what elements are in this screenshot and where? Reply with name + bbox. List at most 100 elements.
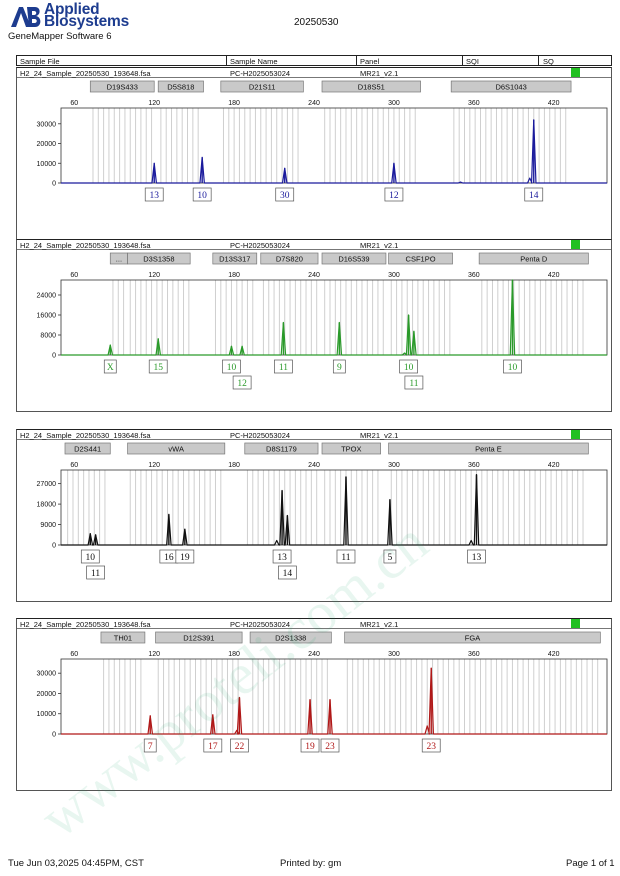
allele-label-box: [192, 187, 212, 202]
locus-bar: [260, 252, 319, 265]
allele-label-box: [203, 738, 223, 753]
electropherogram-panel-blue: H2_24_Sample_20250530_193648.fsa PC-H202…: [16, 67, 612, 240]
locus-bar: [64, 442, 111, 455]
allele-label: 12: [389, 191, 399, 201]
allele-label-box: [524, 187, 544, 202]
x-tick-label: 420: [548, 100, 560, 107]
footer-page-number: Page 1 of 1: [566, 858, 615, 869]
locus-label: D12S391: [183, 634, 214, 643]
allele-label: 17: [208, 742, 218, 752]
locus-label: FGA: [465, 634, 480, 643]
panel-sample-name: PC-H2025053024: [230, 431, 291, 440]
footer-printed-by: Printed by: gm: [280, 858, 342, 869]
allele-label: 13: [472, 553, 482, 563]
locus-label: TH01: [114, 634, 132, 643]
y-tick-label: 10000: [37, 711, 57, 718]
y-tick-label: 18000: [37, 502, 57, 509]
allele-label-box: [80, 549, 100, 564]
locus-label: D2S441: [74, 445, 101, 454]
allele-label: 12: [237, 379, 247, 389]
plot-frame: [60, 658, 608, 735]
locus-bar: [344, 631, 601, 644]
allele-label: X: [107, 363, 114, 373]
signal-trace: [61, 279, 607, 356]
x-tick-label: 420: [548, 651, 560, 658]
allele-label: 19: [180, 553, 190, 563]
allele-label-box: [222, 359, 241, 374]
locus-bar: [220, 80, 304, 93]
locus-label: Penta D: [520, 255, 548, 264]
allele-label-box: [175, 549, 195, 564]
panel-info-row: H2_24_Sample_20250530_193648.fsa PC-H202…: [17, 619, 611, 629]
footer-timestamp: Tue Jun 03,2025 04:45PM, CST: [8, 858, 144, 869]
locus-label: vWA: [168, 445, 184, 454]
x-tick-label: 180: [228, 100, 240, 107]
x-tick-label: 240: [308, 462, 320, 469]
panel-sample-name: PC-H2025053024: [230, 69, 291, 78]
allele-label-box: [144, 187, 164, 202]
plot-frame: [60, 469, 608, 546]
allele-label: 16: [164, 553, 174, 563]
allele-label: 11: [91, 569, 100, 579]
y-tick-label: 0: [52, 732, 56, 739]
locus-label: D21S11: [249, 83, 276, 92]
applied-biosystems-logo-icon: [11, 7, 41, 27]
y-tick-label: 8000: [40, 333, 56, 340]
panel-sample-name: PC-H2025053024: [230, 241, 291, 250]
sq-status-indicator: [571, 68, 580, 77]
allele-label-box: [332, 359, 346, 374]
allele-label: 10: [404, 363, 414, 373]
allele-label: 30: [280, 191, 290, 201]
panel-sample-file: H2_24_Sample_20250530_193648.fsa: [20, 69, 151, 78]
column-panel: Panel: [360, 57, 380, 66]
allele-label: 11: [409, 379, 418, 389]
y-tick-label: 10000: [37, 161, 57, 168]
allele-label-box: [86, 565, 105, 580]
x-tick-label: 360: [468, 100, 480, 107]
column-divider: [538, 56, 539, 65]
column-sample-name: Sample Name: [230, 57, 278, 66]
allele-label: 19: [305, 742, 315, 752]
electropherogram-chart: ... D3S1358 D13S317 D7S820 D16S539 CSF1PO Pent…: [37, 252, 608, 390]
panel-info-row: H2_24_Sample_20250530_193648.fsa PC-H202…: [17, 68, 611, 78]
x-tick-label: 120: [148, 651, 160, 658]
allele-label: 10: [508, 363, 518, 373]
locus-label: D6S1043: [495, 83, 526, 92]
signal-trace: [61, 119, 607, 184]
locus-label: D5S818: [167, 83, 194, 92]
x-tick-label: 180: [228, 272, 240, 279]
allele-label: 7: [148, 742, 153, 752]
y-tick-label: 24000: [37, 293, 57, 300]
plot-frame: [60, 107, 608, 184]
locus-bar: [244, 442, 319, 455]
allele-label: 13: [149, 191, 159, 201]
allele-label-box: [383, 549, 397, 564]
locus-label: D2S1338: [275, 634, 306, 643]
x-tick-label: 120: [148, 272, 160, 279]
allele-label-box: [399, 359, 418, 374]
x-tick-label: 360: [468, 462, 480, 469]
y-tick-label: 9000: [40, 522, 56, 529]
allele-label-box: [275, 187, 295, 202]
allele-label-box: [421, 738, 441, 753]
x-tick-label: 300: [388, 651, 400, 658]
column-divider: [356, 56, 357, 65]
locus-bar: [157, 80, 204, 93]
allele-label: 11: [279, 363, 288, 373]
x-tick-label: 60: [70, 462, 78, 469]
locus-label: CSF1PO: [406, 255, 436, 264]
x-tick-label: 60: [70, 651, 78, 658]
x-tick-label: 360: [468, 272, 480, 279]
allele-label: 13: [277, 553, 287, 563]
y-tick-label: 16000: [37, 313, 57, 320]
allele-label-box: [272, 549, 292, 564]
allele-label: 14: [283, 569, 293, 579]
x-tick-label: 180: [228, 651, 240, 658]
locus-bar: [127, 442, 226, 455]
allele-label: 15: [153, 363, 163, 373]
signal-trace: [61, 473, 607, 546]
x-tick-label: 420: [548, 272, 560, 279]
allele-label-box: [467, 549, 486, 564]
y-tick-label: 20000: [37, 141, 57, 148]
